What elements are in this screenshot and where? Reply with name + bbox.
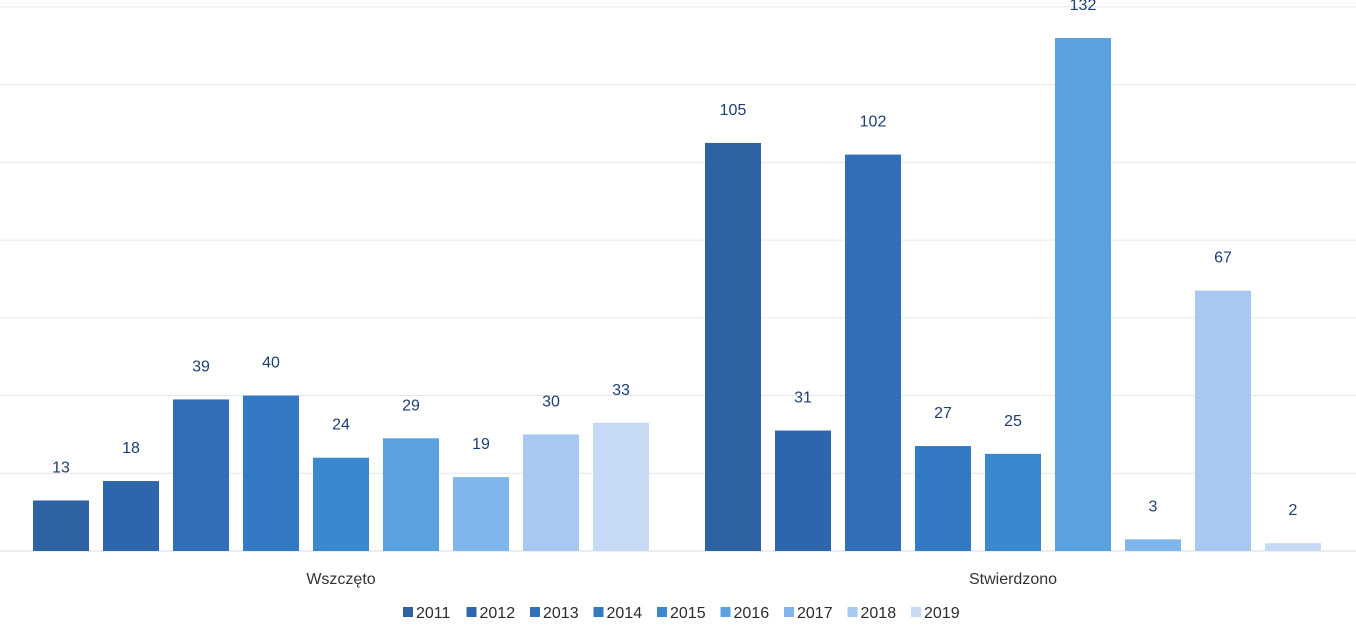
bar bbox=[1265, 543, 1321, 551]
gridlines bbox=[0, 6, 1356, 552]
data-label: 67 bbox=[1214, 250, 1232, 267]
data-label: 25 bbox=[1004, 413, 1022, 430]
legend: 2011 2012 2013 2014 2015 2016 2017 2018 2019 bbox=[403, 605, 960, 622]
bar bbox=[1055, 38, 1111, 551]
data-label: 39 bbox=[192, 358, 210, 375]
data-label: 18 bbox=[122, 440, 140, 457]
bar bbox=[775, 430, 831, 551]
bar bbox=[383, 438, 439, 551]
category-label: Stwierdzono bbox=[969, 571, 1057, 588]
data-label: 40 bbox=[262, 355, 280, 372]
data-label: 33 bbox=[612, 382, 630, 399]
bar bbox=[1125, 539, 1181, 551]
data-label: 29 bbox=[402, 397, 420, 414]
legend-swatch bbox=[911, 607, 921, 617]
legend-swatch bbox=[593, 607, 604, 617]
bars bbox=[33, 38, 1321, 551]
bar bbox=[845, 154, 901, 551]
data-label: 132 bbox=[1070, 0, 1097, 14]
legend-label: 2014 bbox=[607, 605, 643, 622]
bar bbox=[173, 399, 229, 551]
legend-label: 2018 bbox=[861, 605, 897, 622]
data-label: 13 bbox=[52, 459, 70, 476]
bar bbox=[915, 446, 971, 551]
bar bbox=[33, 500, 89, 551]
legend-swatch bbox=[657, 607, 667, 617]
legend-swatch bbox=[466, 607, 477, 617]
category-labels: Wszczęto Stwierdzono bbox=[306, 571, 1057, 588]
category-label: Wszczęto bbox=[306, 571, 375, 588]
data-label: 30 bbox=[542, 393, 560, 410]
bar bbox=[985, 453, 1041, 551]
data-label: 24 bbox=[332, 417, 350, 434]
bar bbox=[243, 395, 299, 551]
data-label: 2 bbox=[1289, 502, 1298, 519]
data-label: 3 bbox=[1149, 498, 1158, 515]
legend-swatch bbox=[784, 607, 794, 617]
legend-label: 2013 bbox=[543, 605, 579, 622]
data-label: 102 bbox=[860, 114, 887, 131]
bar bbox=[705, 142, 761, 551]
legend-label: 2019 bbox=[924, 605, 960, 622]
data-label: 27 bbox=[934, 405, 952, 422]
legend-swatch bbox=[847, 607, 858, 617]
data-labels: 13 18 39 40 24 29 19 30 33 105 31 102 27 25 132 3 67 2 bbox=[52, 0, 1297, 519]
bar bbox=[1195, 290, 1251, 551]
legend-label: 2017 bbox=[797, 605, 833, 622]
legend-swatch bbox=[403, 607, 413, 617]
legend-label: 2016 bbox=[734, 605, 770, 622]
bar bbox=[523, 434, 579, 551]
data-label: 31 bbox=[794, 390, 812, 407]
bar bbox=[313, 457, 369, 551]
bar bbox=[593, 422, 649, 551]
legend-swatch bbox=[720, 607, 731, 617]
legend-label: 2012 bbox=[480, 605, 516, 622]
bar bbox=[453, 477, 509, 551]
legend-swatch bbox=[530, 607, 540, 617]
legend-label: 2015 bbox=[670, 605, 706, 622]
legend-label: 2011 bbox=[416, 605, 451, 622]
bar bbox=[103, 481, 159, 551]
data-label: 19 bbox=[472, 436, 490, 453]
data-label: 105 bbox=[720, 102, 747, 119]
